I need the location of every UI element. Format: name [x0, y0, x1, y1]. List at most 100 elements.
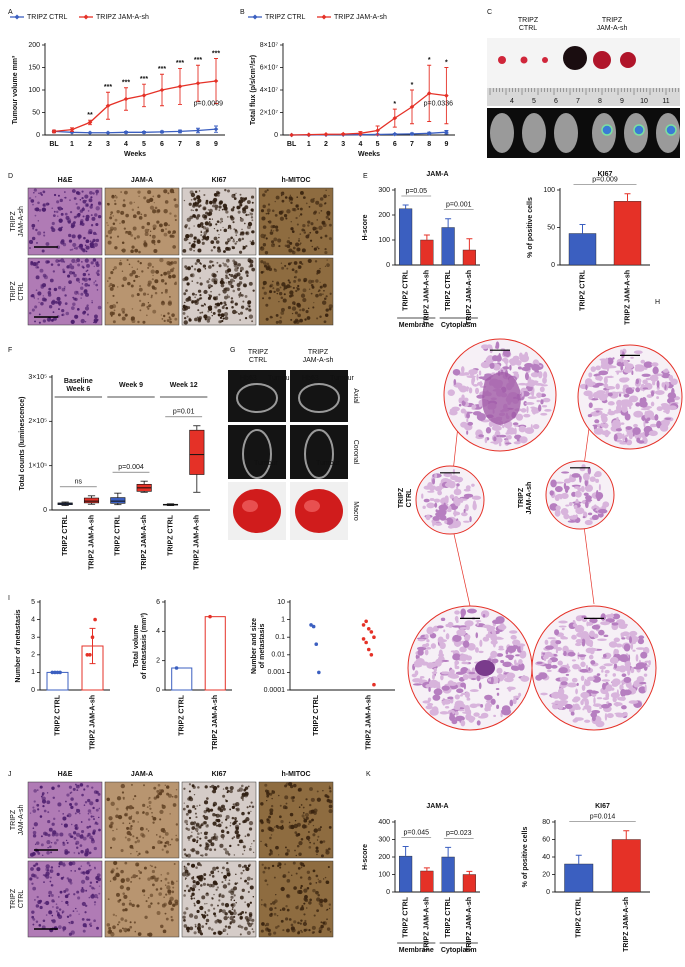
bracket-label: p=0.001 — [446, 202, 472, 209]
box — [110, 497, 126, 504]
cell — [236, 882, 239, 884]
data-point — [314, 642, 319, 647]
cell — [159, 809, 164, 815]
lung-tissue — [642, 379, 648, 385]
cell — [76, 206, 81, 210]
cell — [188, 317, 191, 320]
cell — [63, 196, 66, 199]
cell — [261, 829, 265, 833]
lung-tissue — [467, 709, 472, 716]
cell — [299, 242, 302, 245]
cell — [131, 308, 134, 310]
error-bar — [624, 193, 631, 202]
cell — [295, 289, 298, 293]
lung-tissue — [447, 621, 454, 628]
cell — [238, 834, 241, 837]
cell — [186, 884, 189, 888]
cell — [236, 205, 241, 210]
lung-tissue — [486, 625, 496, 631]
cell — [185, 289, 188, 293]
cell — [131, 270, 136, 275]
cell — [148, 798, 150, 800]
cell — [237, 287, 241, 291]
lung-tissue — [518, 425, 526, 433]
cell — [248, 911, 253, 916]
cell — [79, 783, 84, 787]
cell — [205, 211, 209, 215]
lung-tissue — [425, 514, 431, 521]
y-tick-label: 0 — [43, 507, 47, 514]
lung-tissue — [430, 643, 437, 649]
significance: * — [445, 59, 448, 66]
y-tick-label: 2×10⁷ — [260, 109, 279, 116]
cell — [228, 273, 231, 276]
cell — [152, 816, 157, 821]
cell — [58, 303, 61, 307]
cell — [232, 822, 236, 826]
y-tick-label: 0.001 — [267, 669, 285, 676]
cell — [79, 834, 84, 839]
y-tick-label: 1×10⁵ — [28, 463, 47, 470]
cell — [123, 227, 127, 230]
cell — [183, 237, 188, 242]
lung-tissue — [426, 646, 432, 650]
lung-tissue — [596, 697, 603, 700]
cell — [232, 239, 236, 243]
cell — [34, 320, 36, 323]
cell — [118, 921, 121, 924]
cell — [201, 311, 204, 314]
cell — [95, 189, 99, 194]
data-point — [85, 653, 90, 657]
cell — [305, 234, 310, 239]
cell — [139, 309, 142, 312]
cell — [132, 835, 135, 838]
lung-tissue — [641, 373, 651, 377]
cell — [110, 870, 114, 874]
lung-tissue — [623, 676, 632, 684]
lung-tissue — [530, 372, 540, 378]
cell — [264, 190, 267, 193]
cell — [271, 853, 273, 855]
cell — [126, 928, 131, 932]
cell — [151, 278, 154, 281]
cell — [68, 921, 70, 924]
cell — [275, 320, 279, 324]
cell — [147, 305, 151, 308]
y-tick-label: 80 — [542, 819, 550, 826]
cell — [227, 247, 231, 251]
cell — [223, 301, 227, 305]
cell — [48, 910, 53, 915]
cell — [109, 226, 114, 231]
cell — [59, 198, 63, 203]
cell — [323, 320, 327, 324]
cell — [66, 265, 70, 269]
cell — [295, 216, 298, 220]
lung-tissue — [623, 377, 630, 382]
cell — [196, 830, 198, 833]
cell — [75, 246, 78, 250]
cell — [70, 920, 74, 925]
cell — [214, 204, 219, 209]
cell — [57, 925, 62, 929]
lung-tissue — [502, 349, 508, 357]
lung-tissue — [610, 613, 614, 618]
cell — [249, 919, 252, 922]
lung-tissue — [601, 665, 604, 670]
cell — [169, 295, 171, 298]
cell — [55, 910, 59, 913]
lung-tissue — [603, 422, 609, 429]
cell — [57, 286, 62, 290]
cell — [55, 903, 58, 905]
cell — [196, 195, 201, 200]
cell — [320, 921, 323, 924]
lung-tissue — [565, 673, 570, 676]
cell — [222, 930, 225, 932]
lung-tissue — [478, 376, 485, 379]
lung-tissue — [425, 705, 433, 710]
lung-tissue — [462, 640, 470, 648]
cell — [116, 873, 120, 878]
lung-tissue — [507, 427, 511, 431]
lung-tissue — [594, 428, 603, 434]
mri-body — [304, 429, 334, 479]
cell — [200, 874, 203, 877]
